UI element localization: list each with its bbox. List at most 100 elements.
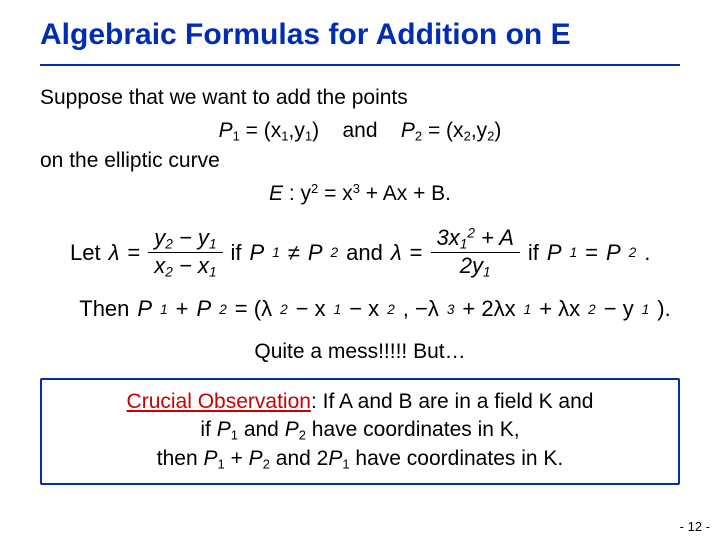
tend: ).	[657, 296, 670, 322]
p1-eq2: P	[547, 240, 562, 266]
p1-eq: = (x	[240, 119, 281, 142]
x2-sub: 2	[464, 129, 471, 144]
lam-1: λ	[109, 240, 120, 266]
frac-2-num: 3x12 + A	[431, 226, 520, 254]
2y1s: 1	[483, 265, 491, 280]
y2n: y	[154, 225, 165, 250]
bl2a: if	[200, 418, 216, 441]
tm5: − y	[604, 296, 634, 322]
tm2: − x	[349, 296, 379, 322]
neq: ≠	[288, 240, 300, 266]
tp2: P	[197, 296, 212, 322]
x2d: x	[154, 253, 165, 278]
bplus: +	[225, 447, 249, 470]
p1-neq: P	[250, 240, 265, 266]
teq: = (λ	[235, 296, 272, 322]
3x1: 3x	[437, 225, 460, 250]
bp1b: P	[203, 447, 217, 470]
box-line-3: then P1 + P2 and 2P1 have coordinates in…	[56, 445, 664, 473]
crucial-label: Crucial Observation	[127, 390, 311, 413]
bl3b: and 2	[270, 447, 328, 470]
x1-sub: 1	[281, 129, 288, 144]
lam2: 2	[280, 302, 288, 317]
bl3a: then	[157, 447, 204, 470]
frac-1-num: y2 − y1	[148, 226, 222, 254]
bl2c: have coordinates in K,	[306, 418, 520, 441]
plusA: + A	[475, 225, 514, 250]
curve-line: E : y2 = x3 + Ax + B.	[40, 179, 680, 209]
lam3: 3	[447, 302, 455, 317]
title-underline	[40, 64, 680, 66]
bp2: P	[285, 418, 299, 441]
slide-title: Algebraic Formulas for Addition on E	[40, 18, 680, 56]
bl2b: and	[238, 418, 285, 441]
tm3s: 1	[524, 302, 532, 317]
tm1s: 1	[334, 302, 342, 317]
bp1: P	[217, 418, 231, 441]
y1ns: 1	[209, 236, 217, 251]
tm4: + λx	[539, 296, 580, 322]
curve-tail: + Ax + B.	[360, 182, 451, 205]
p1-close: )	[312, 119, 319, 142]
p2-eq: = (x	[422, 119, 463, 142]
2y1: 2y	[460, 253, 483, 278]
curve-E: E	[269, 182, 283, 205]
tplus: +	[176, 296, 189, 322]
box-rest-1: : If A and B are in a field K and	[311, 390, 594, 413]
b2p1s: 1	[342, 456, 349, 471]
box-line-2: if P1 and P2 have coordinates in K,	[56, 416, 664, 444]
frac-1: y2 − y1 x2 − x1	[148, 226, 222, 280]
tm5s: 1	[642, 302, 650, 317]
frac-1-den: x2 − x1	[148, 253, 222, 280]
and-2: and	[346, 240, 383, 266]
curve-eq: = x	[318, 182, 352, 205]
p2-sym: P	[401, 119, 415, 142]
crucial-box: Crucial Observation: If A and B are in a…	[40, 378, 680, 485]
quite-mess: Quite a mess!!!!! But…	[40, 340, 680, 364]
tp1s: 1	[160, 302, 168, 317]
if-2: if	[528, 240, 539, 266]
y2ns: 2	[165, 236, 173, 251]
lam-2: λ	[391, 240, 402, 266]
then-word: Then	[79, 296, 129, 322]
tm1: − x	[296, 296, 326, 322]
p1-sub: 1	[233, 129, 240, 144]
period-1: .	[644, 240, 650, 266]
bp1s: 1	[231, 428, 238, 443]
bp2bs: 2	[263, 456, 270, 471]
bp1bs: 1	[217, 456, 224, 471]
y2: y	[477, 119, 488, 142]
x1ds: 1	[209, 265, 217, 280]
bl3c: have coordinates in K.	[350, 447, 564, 470]
p2-neq: P	[308, 240, 323, 266]
p2-close: )	[494, 119, 501, 142]
p2-eq2: P	[606, 240, 621, 266]
p2-neq-s: 2	[331, 245, 339, 260]
p1-eq2-s: 1	[570, 245, 578, 260]
tm3: + 2λx	[462, 296, 515, 322]
lam-eq-2: =	[410, 240, 423, 266]
p1-sym: P	[219, 119, 233, 142]
lam-eq-1: =	[127, 240, 140, 266]
b2p1: P	[328, 447, 342, 470]
lambda-def: Let λ = y2 − y1 x2 − x1 if P1 ≠ P2 and λ…	[40, 226, 680, 280]
3x1sq: 2	[467, 225, 475, 240]
if-1: if	[231, 240, 242, 266]
tm2s: 2	[387, 302, 395, 317]
bp2b: P	[249, 447, 263, 470]
frac-2: 3x12 + A 2y1	[431, 226, 520, 280]
p2-eq2-s: 2	[629, 245, 637, 260]
tp2s: 2	[219, 302, 227, 317]
and-word: and	[342, 119, 377, 142]
tp1: P	[137, 296, 152, 322]
bp2s: 2	[299, 428, 306, 443]
x-cube: 3	[353, 181, 360, 196]
then-line: Then P1 + P2 = (λ2 − x1 − x2, −λ3 + 2λx1…	[40, 296, 680, 322]
page-number: - 12 -	[680, 519, 710, 534]
let-word: Let	[70, 240, 101, 266]
intro-line-1: Suppose that we want to add the points	[40, 84, 680, 112]
x1d: − x	[173, 253, 209, 278]
points-line: P1 = (x1,y1) and P2 = (x2,y2)	[40, 116, 680, 146]
frac-2-den: 2y1	[454, 253, 497, 280]
y1: y	[294, 119, 305, 142]
